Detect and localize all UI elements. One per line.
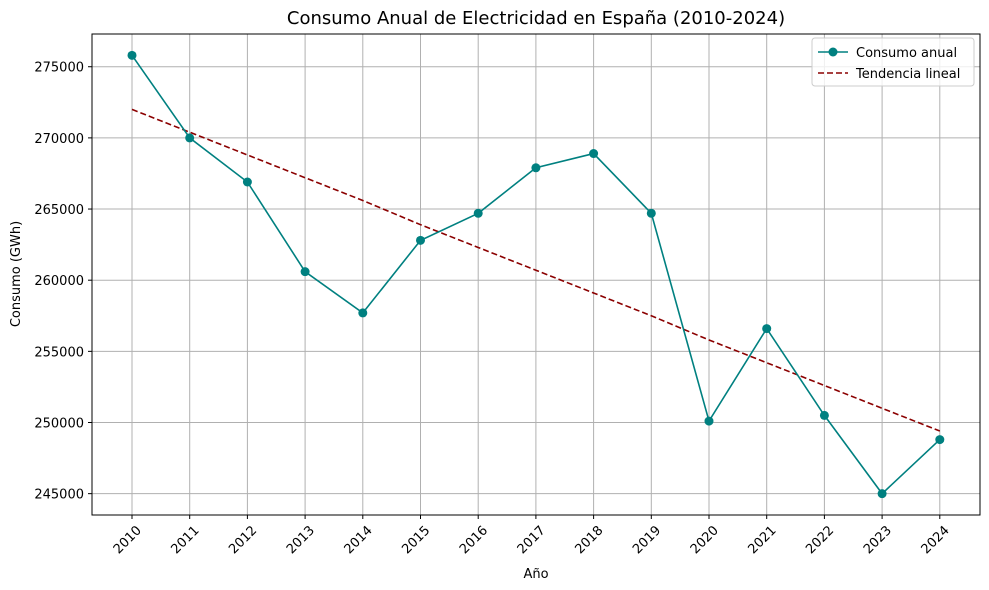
consumption-point (819, 410, 829, 420)
x-axis-label: Año (523, 567, 548, 582)
x-tick-label: 2019 (630, 523, 664, 557)
consumption-point (358, 308, 368, 318)
x-tick-label: 2013 (284, 523, 318, 557)
y-tick-label: 245000 (34, 488, 84, 503)
consumption-point (300, 267, 310, 277)
x-tick-label: 2017 (515, 523, 549, 557)
trend-line (131, 108, 941, 432)
x-tick-label: 2010 (111, 523, 145, 557)
x-tick-label: 2023 (861, 523, 895, 557)
x-tick-label: 2014 (342, 523, 376, 557)
legend-label-consumption: Consumo anual (856, 46, 957, 61)
consumption-point (473, 208, 483, 218)
chart-title: Consumo Anual de Electricidad en España … (287, 8, 785, 29)
legend-box (811, 37, 975, 87)
y-tick-label: 270000 (34, 132, 84, 147)
grid (92, 34, 980, 515)
legend: Consumo anual Tendencia lineal (811, 37, 975, 87)
trend-series (131, 108, 941, 432)
consumption-point (589, 149, 599, 159)
x-tick-label: 2018 (572, 523, 606, 557)
consumption-point (704, 416, 714, 426)
y-tick-label: 250000 (34, 417, 84, 432)
consumption-point (762, 324, 772, 334)
consumption-point (127, 50, 137, 60)
y-tick-label: 255000 (34, 345, 84, 360)
x-tick-label: 2016 (457, 523, 491, 557)
y-tick-label: 260000 (34, 274, 84, 289)
y-tick-label: 265000 (34, 203, 84, 218)
x-tick-label: 2022 (803, 523, 837, 557)
x-tick-label: 2015 (399, 523, 433, 557)
x-tick-label: 2012 (226, 523, 260, 557)
consumption-point (531, 163, 541, 173)
y-tick-label: 275000 (34, 61, 84, 76)
x-tick-label: 2020 (688, 523, 722, 557)
legend-label-trend: Tendencia lineal (855, 67, 960, 82)
consumption-point (416, 235, 425, 245)
y-axis-label: Consumo (GWh) (9, 221, 24, 327)
consumption-point (877, 489, 887, 499)
legend-marker-consumption (828, 47, 838, 57)
x-tick-label: 2024 (919, 523, 953, 557)
consumption-point (646, 208, 656, 218)
y-axis-ticks: 245000 250000 255000 260000 265000 270000 2750… (34, 61, 92, 503)
consumption-point (935, 435, 945, 445)
x-tick-label: 2021 (746, 523, 780, 557)
x-tick-label: 2011 (169, 523, 203, 557)
consumption-series (127, 50, 945, 499)
consumption-point (185, 133, 195, 143)
consumption-point (242, 177, 252, 187)
x-axis-ticks: 2010 2011 2012 2013 2014 2015 2016 2017 2018 2019… (111, 515, 953, 557)
